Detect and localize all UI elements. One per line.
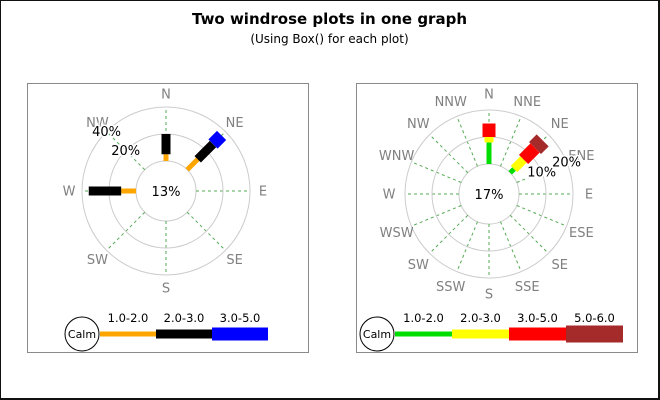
legend-bin-label: 2.0-3.0 — [460, 311, 501, 325]
legend-bin-label: 5.0-6.0 — [574, 311, 615, 325]
calm-percent-label: 17% — [475, 188, 504, 203]
windrose-bar-W — [88, 186, 137, 196]
legend-calm-label: Calm — [68, 328, 96, 341]
direction-label-W: W — [63, 185, 76, 200]
bar-segment-1.0-2.0 — [508, 167, 516, 175]
legend-bin-label: 1.0-2.0 — [108, 311, 149, 325]
ring-label-40%: 40% — [92, 125, 121, 140]
windrose-bar-N — [161, 134, 171, 161]
bar-segment-3.0-5.0 — [518, 143, 540, 165]
legend-calm-label: Calm — [363, 328, 391, 341]
bar-segment-2.0-3.0 — [484, 137, 494, 143]
radial-line-SSW — [456, 221, 478, 272]
bar-segment-1.0-2.0 — [185, 157, 200, 172]
chart-title: Two windrose plots in one graph — [191, 10, 467, 28]
bar-segment-2.0-3.0 — [510, 156, 527, 173]
direction-label-E: E — [259, 185, 267, 200]
ring-label-20%: 20% — [552, 155, 581, 170]
legend-swatch-5.0-6.0 — [566, 325, 623, 343]
chart-subtitle: (Using Box() for each plot) — [250, 32, 409, 46]
left-windrose-panel: N NE E SE S SW W NW 20% 40% 13% Calm 1.0-2.0 2.0-3.0 3… — [27, 83, 309, 353]
legend-bin-label: 2.0-3.0 — [164, 311, 205, 325]
direction-label-NE: NE — [551, 117, 569, 132]
bar-segment-2.0-3.0 — [88, 186, 122, 196]
direction-label-SSW: SSW — [436, 280, 466, 295]
legend-bin-label: 1.0-2.0 — [403, 311, 444, 325]
direction-label-N: N — [484, 88, 494, 103]
ring-label-20%: 20% — [111, 144, 140, 159]
legend-swatch-1.0-2.0 — [100, 331, 156, 337]
legend-calm-circle — [64, 316, 100, 352]
legend-bin-label: 3.0-5.0 — [220, 311, 261, 325]
right-windrose-panel: N NNE NE ENE E ESE SE SSE S SSW SW WSW W WNW NW NNW 10% 2… — [356, 83, 638, 353]
ring-label-10%: 10% — [527, 166, 556, 181]
windrose-bar-NE — [508, 134, 549, 175]
bar-segment-3.0-5.0 — [482, 123, 496, 137]
direction-label-WSW: WSW — [380, 226, 414, 241]
direction-label-SE: SE — [551, 258, 567, 273]
direction-label-ENE: ENE — [568, 149, 594, 164]
bar-segment-5.0-6.0 — [529, 134, 549, 154]
legend-swatch-2.0-3.0 — [156, 329, 212, 339]
direction-label-NNE: NNE — [513, 95, 541, 110]
direction-label-SW: SW — [87, 253, 108, 268]
bar-segment-1.0-2.0 — [486, 142, 492, 164]
direction-label-WNW: WNW — [379, 149, 415, 164]
ring-20% — [404, 109, 574, 279]
calm-percent-label: 13% — [152, 185, 181, 200]
bar-segment-1.0-2.0 — [163, 154, 169, 161]
ring-40% — [81, 106, 251, 276]
windrose-bar-N — [482, 123, 496, 164]
direction-label-SW: SW — [408, 258, 429, 273]
direction-label-NNW: NNW — [435, 95, 467, 110]
legend-bin-label: 3.0-5.0 — [517, 311, 558, 325]
direction-label-W: W — [383, 188, 396, 203]
bar-segment-3.0-5.0 — [208, 130, 227, 149]
direction-label-NW: NW — [407, 117, 430, 132]
right-windrose-plot: NNNENEENEEESESESSESSSWSWWSWWWNWNWNNW10%2… — [359, 88, 623, 352]
legend-swatch-3.0-5.0 — [212, 327, 268, 341]
direction-label-NE: NE — [226, 116, 244, 131]
direction-label-ESE: ESE — [569, 226, 594, 241]
legend-calm-circle — [359, 316, 395, 352]
direction-label-SE: SE — [226, 253, 242, 268]
direction-label-S: S — [485, 288, 493, 303]
bar-segment-1.0-2.0 — [121, 188, 137, 194]
windrose-bar-NE — [185, 130, 227, 172]
legend-swatch-1.0-2.0 — [395, 331, 452, 337]
bar-segment-2.0-3.0 — [194, 140, 217, 163]
direction-label-NW: NW — [86, 116, 109, 131]
bar-segment-2.0-3.0 — [161, 134, 171, 155]
legend-swatch-3.0-5.0 — [509, 327, 566, 341]
direction-label-E: E — [585, 188, 593, 203]
legend-swatch-2.0-3.0 — [452, 329, 509, 339]
direction-label-S: S — [162, 282, 170, 297]
direction-label-N: N — [161, 88, 171, 103]
direction-label-SSE: SSE — [515, 280, 540, 295]
